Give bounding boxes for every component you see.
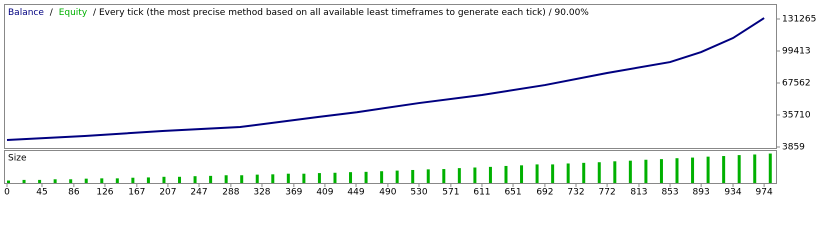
size-bar <box>722 156 726 183</box>
y-tick-label: 67562 <box>782 78 811 88</box>
size-bar <box>535 164 539 183</box>
x-tick-label: 772 <box>599 188 616 198</box>
size-bar <box>768 153 772 183</box>
series-line <box>6 17 765 142</box>
x-tick-label: 853 <box>661 188 678 198</box>
y-tick-label: 35710 <box>782 111 811 121</box>
x-tick-label: 893 <box>693 188 710 198</box>
tester-graph: Balance / Equity / Every tick (the most … <box>4 4 816 198</box>
size-bar <box>442 169 446 183</box>
x-tick-label: 247 <box>190 188 207 198</box>
size-bar <box>178 176 182 183</box>
size-bar <box>426 169 430 183</box>
legend: Balance / Equity / Every tick (the most … <box>8 8 589 18</box>
x-tick-label: 0 <box>4 188 10 198</box>
size-bar <box>691 157 695 183</box>
x-tick-label: 611 <box>473 188 490 198</box>
subtitle: / Every tick (the most precise method ba… <box>93 8 589 18</box>
x-tick-label: 126 <box>96 188 113 198</box>
size-bar <box>411 169 415 183</box>
size-bar <box>333 172 337 183</box>
legend-balance: Balance <box>8 8 44 18</box>
size-label: Size <box>8 154 27 164</box>
y-tick-label: 99413 <box>782 47 811 57</box>
size-bar <box>659 159 663 183</box>
size-bar <box>271 174 275 183</box>
x-tick-label: 409 <box>316 188 333 198</box>
size-bar <box>675 158 679 183</box>
size-bar <box>317 173 321 183</box>
size-bar <box>380 171 384 183</box>
x-tick-label: 369 <box>285 188 302 198</box>
x-tick-label: 813 <box>630 188 647 198</box>
x-tick-label: 86 <box>68 188 80 198</box>
size-bar <box>613 161 617 183</box>
y-tick-label: 3859 <box>782 143 805 153</box>
size-bar <box>84 178 88 183</box>
x-tick-label: 530 <box>410 188 427 198</box>
size-bar <box>302 173 306 183</box>
size-bar <box>566 163 570 183</box>
size-bar <box>628 160 632 183</box>
size-bar <box>582 162 586 183</box>
size-bar <box>286 173 290 183</box>
main-panel <box>4 4 777 149</box>
size-bar <box>753 154 757 183</box>
size-bar <box>22 179 26 183</box>
x-tick-label: 167 <box>128 188 145 198</box>
size-bar <box>115 178 119 183</box>
size-bar <box>193 176 197 183</box>
size-bar <box>146 177 150 183</box>
legend-equity: Equity <box>59 8 88 18</box>
size-bar <box>100 178 104 183</box>
size-bar <box>7 180 10 183</box>
size-bar <box>488 166 492 183</box>
size-bar <box>209 175 213 183</box>
size-bar <box>597 162 601 183</box>
x-tick-label: 692 <box>536 188 553 198</box>
size-bar <box>551 164 555 183</box>
x-tick-label: 571 <box>442 188 459 198</box>
x-tick-label: 490 <box>379 188 396 198</box>
size-bar <box>504 165 508 183</box>
size-bar <box>457 168 461 183</box>
size-bar <box>737 155 741 183</box>
size-bar <box>38 179 42 183</box>
x-tick-label: 651 <box>504 188 521 198</box>
size-bar <box>395 170 399 183</box>
size-bar <box>162 176 166 183</box>
x-tick-label: 288 <box>222 188 239 198</box>
legend-separator: / <box>50 8 54 18</box>
x-tick-label: 974 <box>756 188 773 198</box>
size-bar <box>53 179 57 183</box>
x-tick-label: 207 <box>159 188 176 198</box>
size-bar <box>240 175 244 183</box>
x-tick-label: 449 <box>347 188 364 198</box>
size-bar <box>349 172 353 183</box>
size-bar <box>255 174 259 183</box>
size-bar <box>644 159 648 183</box>
x-tick-label: 45 <box>36 188 47 198</box>
x-tick-label: 732 <box>567 188 584 198</box>
size-bar <box>473 167 477 183</box>
size-bar <box>224 175 228 183</box>
size-bar <box>364 171 368 183</box>
size-bar <box>520 165 524 183</box>
x-tick-label: 934 <box>724 188 741 198</box>
size-bar <box>706 156 710 183</box>
size-bar <box>131 177 135 183</box>
y-tick-label: 131265 <box>782 14 816 24</box>
x-tick-label: 328 <box>253 188 270 198</box>
size-bar <box>69 179 73 183</box>
